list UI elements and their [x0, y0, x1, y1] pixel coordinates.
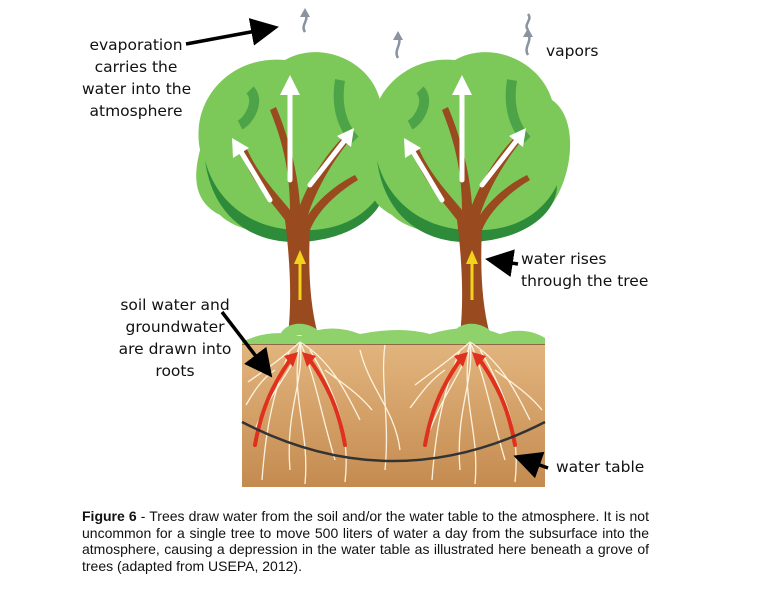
water-rises-label: water rises through the tree	[521, 248, 648, 292]
vapors-label: vapors	[546, 42, 599, 60]
water-rises-label-line: through the tree	[521, 272, 649, 290]
evaporation-label-line: evaporation	[89, 36, 183, 54]
vapor-arrows	[300, 8, 533, 59]
groundwater-flow-arrows	[253, 358, 517, 447]
soil-water-label-line: groundwater	[125, 318, 225, 336]
canopy-water-arrows	[232, 75, 526, 203]
water-table-line	[241, 420, 546, 463]
soil-water-label-line: are drawn into	[118, 340, 232, 358]
soil-water-label-line: soil water and	[120, 296, 230, 314]
evaporation-label-line: atmosphere	[89, 102, 183, 120]
caption-text: - Trees draw water from the soil and/or …	[82, 508, 649, 574]
sap-flow-arrows	[294, 250, 478, 300]
evaporation-label: evaporation carries the water into the a…	[82, 34, 192, 122]
soil-water-label-line: roots	[155, 362, 195, 380]
label-pointers	[185, 18, 549, 479]
transpiration-diagram	[185, 8, 571, 487]
figure-number: Figure 6	[82, 508, 137, 524]
evaporation-label-line: water into the	[82, 80, 192, 98]
water-rises-label-line: water rises	[521, 250, 607, 268]
water-table-label: water table	[556, 458, 645, 476]
evaporation-label-line: carries the	[94, 58, 178, 76]
figure-caption: Figure 6 - Trees draw water from the soi…	[82, 508, 649, 574]
soil-water-label: soil water and groundwater are drawn int…	[112, 294, 238, 382]
